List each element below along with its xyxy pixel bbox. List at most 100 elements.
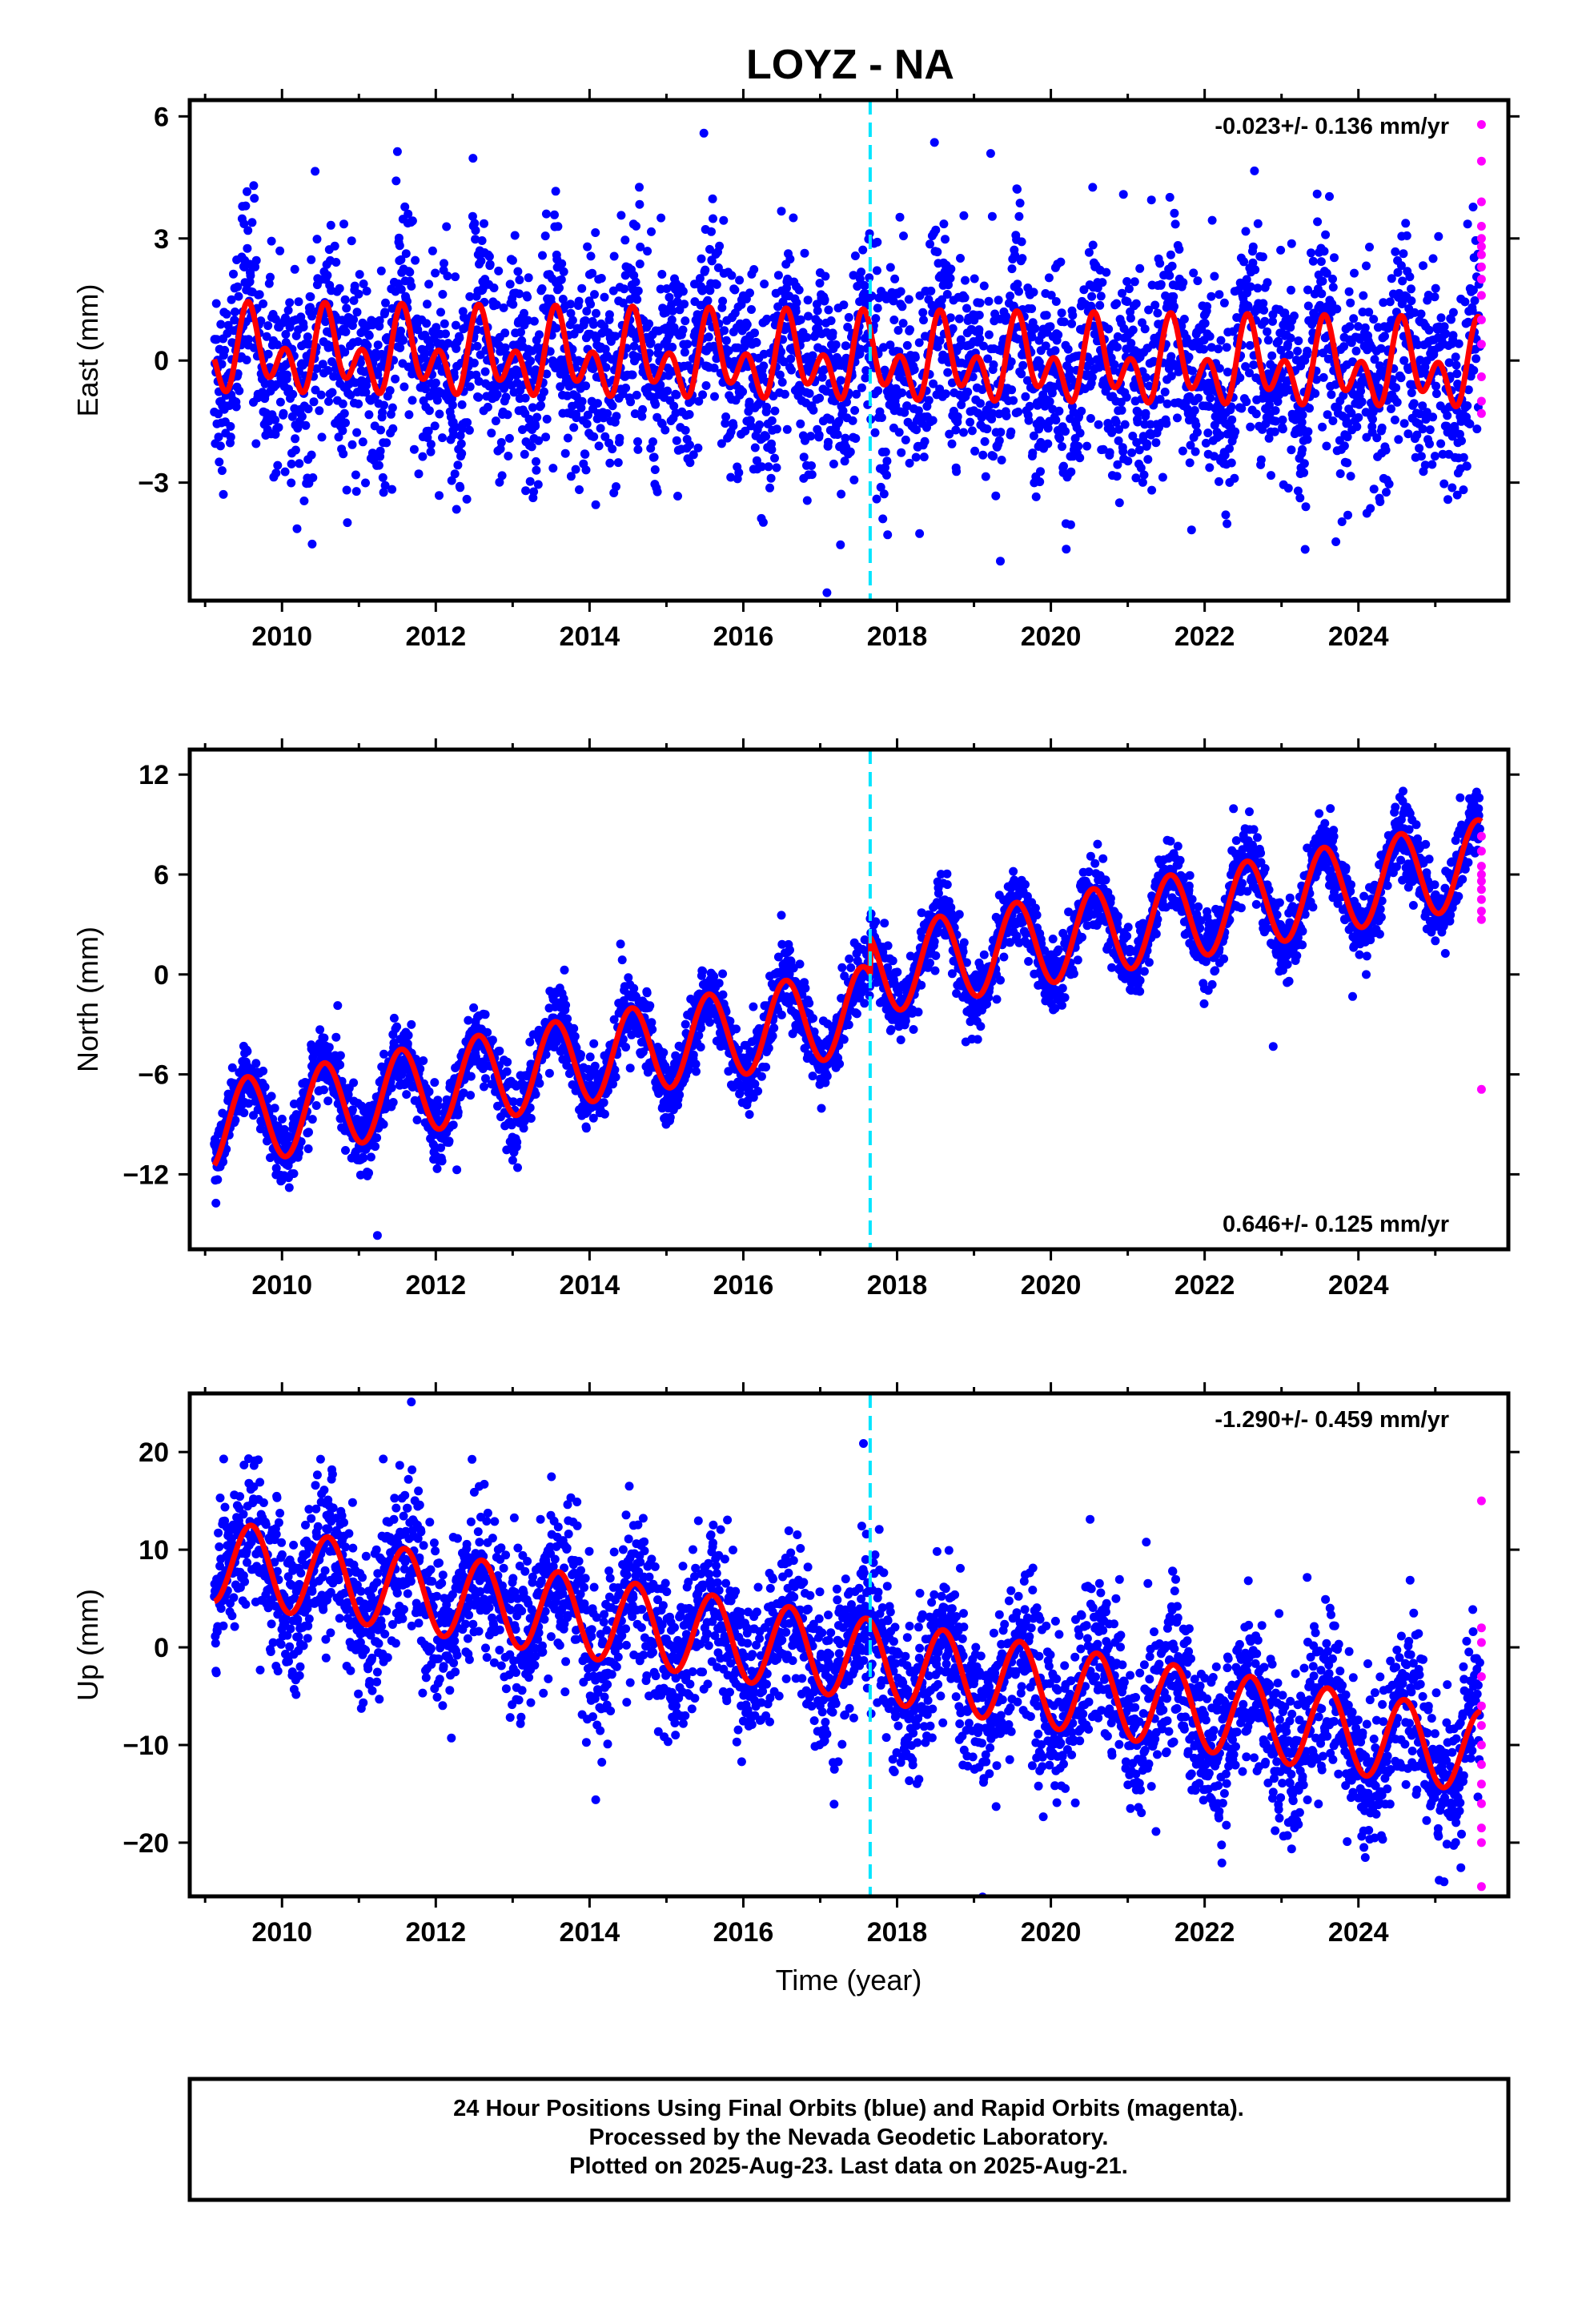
final-orbit-point xyxy=(1370,355,1379,364)
y-tick-label: 6 xyxy=(154,102,169,132)
final-orbit-point xyxy=(523,316,532,325)
final-orbit-point xyxy=(541,432,551,442)
final-orbit-point xyxy=(1029,287,1038,297)
final-orbit-point xyxy=(1075,428,1085,438)
final-orbit-point xyxy=(1253,219,1263,228)
final-orbit-point xyxy=(1118,190,1128,199)
final-orbit-point xyxy=(541,209,551,219)
final-orbit-point xyxy=(1379,298,1388,308)
final-orbit-point xyxy=(287,478,296,488)
final-orbit-point xyxy=(938,295,946,304)
final-orbit-point xyxy=(822,588,832,597)
final-orbit-point xyxy=(280,467,290,476)
final-orbit-point xyxy=(1307,248,1315,258)
final-orbit-point xyxy=(555,283,564,293)
plot-area xyxy=(210,750,1486,1249)
model-curve xyxy=(211,299,1484,410)
final-orbit-point xyxy=(372,1231,382,1240)
final-orbit-point xyxy=(219,489,228,499)
final-orbit-point xyxy=(657,270,667,279)
final-orbit-point xyxy=(794,285,804,295)
final-orbit-point xyxy=(991,491,1001,501)
final-orbit-point xyxy=(1086,414,1095,423)
final-orbit-point xyxy=(277,1114,287,1124)
rapid-orbit-point xyxy=(1476,156,1486,166)
final-orbit-point xyxy=(1330,253,1339,263)
final-orbit-point xyxy=(747,305,756,314)
final-orbit-point xyxy=(635,199,644,209)
final-orbit-point xyxy=(889,316,899,324)
final-orbit-point xyxy=(1155,259,1165,268)
final-orbit-point xyxy=(375,316,384,325)
final-orbit-point xyxy=(391,176,401,186)
final-orbit-point xyxy=(766,473,776,483)
final-orbit-point xyxy=(997,456,1006,464)
final-orbit-point xyxy=(1227,458,1236,468)
final-orbit-point xyxy=(532,456,540,466)
final-orbit-point xyxy=(1332,304,1342,314)
final-orbit-point xyxy=(813,318,823,328)
final-orbit-point xyxy=(1095,300,1105,310)
final-orbit-point xyxy=(1022,376,1032,385)
final-orbit-point xyxy=(1245,340,1255,350)
final-orbit-point xyxy=(1173,413,1182,423)
final-orbit-point xyxy=(668,343,677,352)
final-orbit-point xyxy=(1014,211,1024,221)
final-orbit-point xyxy=(849,271,858,280)
final-orbit-point xyxy=(1230,473,1239,483)
final-orbit-point xyxy=(229,269,238,279)
final-orbit-point xyxy=(279,408,288,418)
final-orbit-point xyxy=(1424,325,1434,335)
y-tick-label: 0 xyxy=(154,346,169,376)
final-orbit-point xyxy=(1312,189,1322,199)
final-orbit-point xyxy=(1030,324,1040,333)
final-orbit-point xyxy=(1167,261,1177,271)
final-orbit-point xyxy=(424,279,434,289)
final-orbit-point xyxy=(1427,460,1437,469)
final-orbit-point xyxy=(471,235,480,244)
final-orbit-point xyxy=(853,282,862,291)
final-orbit-point xyxy=(620,235,630,245)
final-orbit-point xyxy=(1141,373,1150,382)
final-orbit-point xyxy=(355,270,364,279)
final-orbit-point xyxy=(1318,276,1327,286)
final-orbit-point xyxy=(540,231,550,241)
final-orbit-point xyxy=(1443,411,1452,420)
final-orbit-point xyxy=(1045,397,1054,406)
final-orbit-point xyxy=(524,273,533,283)
final-orbit-point xyxy=(447,476,456,485)
final-orbit-point xyxy=(738,387,748,396)
final-orbit-point xyxy=(309,397,319,407)
final-orbit-point xyxy=(307,255,316,264)
final-orbit-point xyxy=(1194,393,1203,403)
final-orbit-point xyxy=(359,279,368,288)
chart-title: LOYZ - NA xyxy=(746,42,954,88)
final-orbit-point xyxy=(284,1183,294,1192)
final-orbit-point xyxy=(709,364,719,372)
final-orbit-point xyxy=(905,325,914,335)
final-orbit-point xyxy=(721,336,731,345)
final-orbit-point xyxy=(526,356,536,366)
final-orbit-point xyxy=(1472,354,1481,364)
final-orbit-point xyxy=(255,290,264,300)
final-orbit-point xyxy=(850,406,860,415)
final-orbit-point xyxy=(734,468,744,477)
final-orbit-point xyxy=(620,271,630,280)
final-orbit-point xyxy=(1043,439,1053,448)
final-orbit-point xyxy=(845,447,855,456)
final-orbit-point xyxy=(1286,333,1295,343)
final-orbit-point xyxy=(392,1022,402,1031)
final-orbit-point xyxy=(1444,358,1454,368)
final-orbit-point xyxy=(1409,399,1419,408)
final-orbit-point xyxy=(1355,335,1365,344)
final-orbit-point xyxy=(1270,427,1279,436)
final-orbit-point xyxy=(1088,240,1098,250)
final-orbit-point xyxy=(617,955,627,965)
final-orbit-point xyxy=(592,308,600,318)
final-orbit-point xyxy=(831,340,841,349)
final-orbit-point xyxy=(532,465,541,475)
final-orbit-point xyxy=(217,360,227,369)
final-orbit-point xyxy=(508,255,517,265)
final-orbit-point xyxy=(1303,346,1312,356)
final-orbit-point xyxy=(425,341,435,351)
